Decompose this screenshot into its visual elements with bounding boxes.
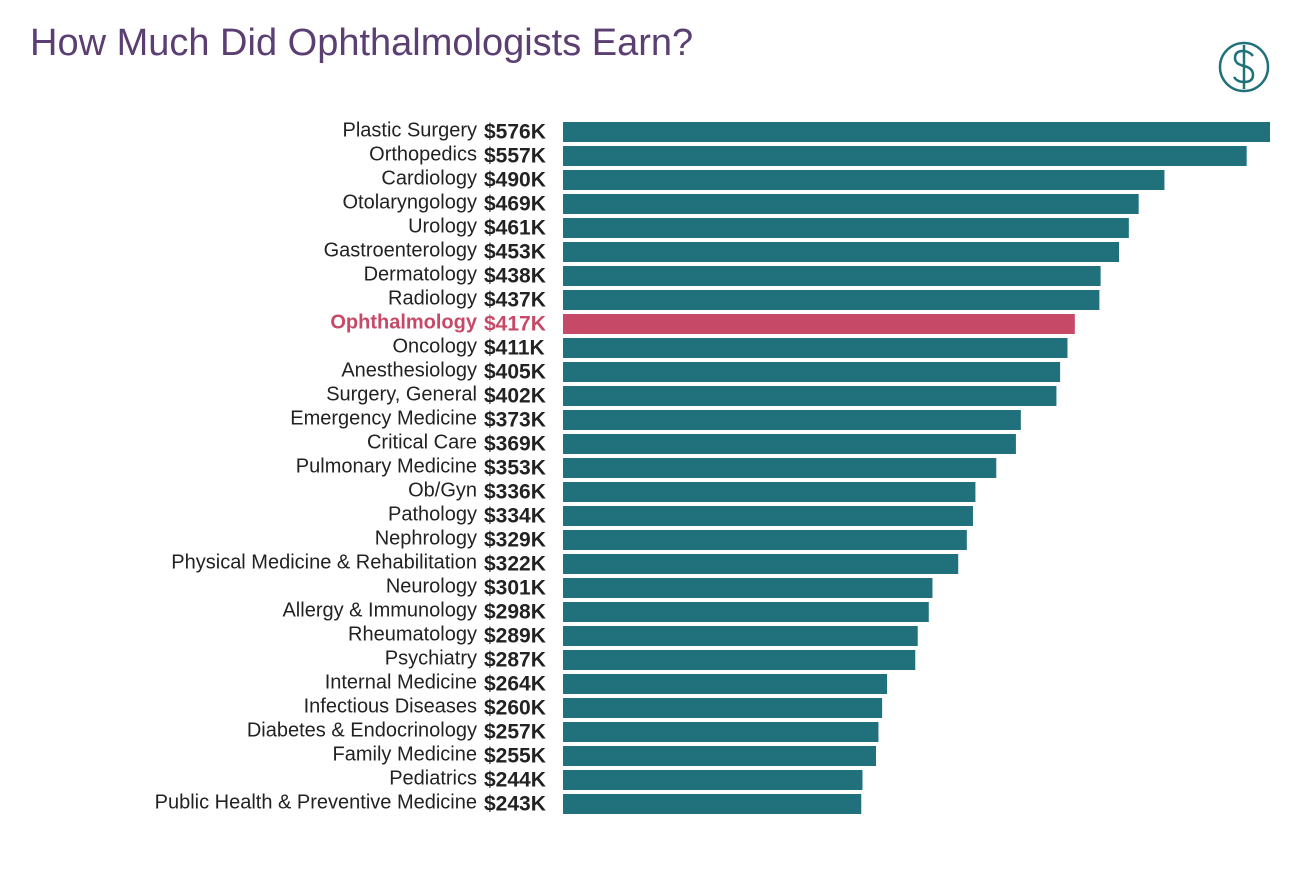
category-label: Family Medicine xyxy=(333,743,477,765)
value-label: $255K xyxy=(484,745,546,768)
category-label: Anesthesiology xyxy=(341,359,477,381)
bar xyxy=(563,626,918,646)
category-label: Diabetes & Endocrinology xyxy=(247,719,477,741)
bar xyxy=(563,602,929,622)
value-label: $411K xyxy=(484,337,545,360)
bar xyxy=(563,554,959,574)
value-label: $402K xyxy=(484,385,546,408)
bar xyxy=(563,338,1068,358)
bar xyxy=(563,674,888,694)
value-label: $373K xyxy=(484,409,546,432)
bar xyxy=(563,578,933,598)
value-label: $461K xyxy=(484,217,546,240)
value-label: $438K xyxy=(484,265,546,288)
value-label: $329K xyxy=(484,529,546,552)
value-label: $257K xyxy=(484,721,546,744)
category-label: Urology xyxy=(408,215,477,237)
value-label: $301K xyxy=(484,577,546,600)
category-label: Otolaryngology xyxy=(342,191,477,213)
category-label: Infectious Diseases xyxy=(304,695,477,717)
bar xyxy=(563,410,1021,430)
bar xyxy=(563,746,876,766)
value-label: $260K xyxy=(484,697,546,720)
value-label: $334K xyxy=(484,505,546,528)
value-label: $557K xyxy=(484,145,546,168)
category-label: Neurology xyxy=(386,575,477,597)
value-label: $576K xyxy=(484,121,546,144)
bar xyxy=(563,266,1101,286)
value-label: $417K xyxy=(484,313,546,336)
value-label: $405K xyxy=(484,361,546,384)
bar xyxy=(563,530,967,550)
value-label: $264K xyxy=(484,673,546,696)
category-label: Surgery, General xyxy=(326,383,477,405)
value-label: $437K xyxy=(484,289,546,312)
bar xyxy=(563,794,862,814)
category-label: Rheumatology xyxy=(348,623,477,645)
dollar-icon xyxy=(1218,41,1270,93)
category-label: Gastroenterology xyxy=(324,239,477,261)
category-label: Pathology xyxy=(388,503,477,525)
value-label: $336K xyxy=(484,481,546,504)
category-label: Pediatrics xyxy=(389,767,477,789)
value-label: $453K xyxy=(484,241,546,264)
category-label: Pulmonary Medicine xyxy=(296,455,477,477)
value-label: $298K xyxy=(484,601,546,624)
category-label: Allergy & Immunology xyxy=(282,599,477,621)
category-label: Plastic Surgery xyxy=(343,119,478,141)
value-label: $289K xyxy=(484,625,546,648)
bar xyxy=(563,770,863,790)
value-label: $322K xyxy=(484,553,546,576)
category-label: Ophthalmology xyxy=(330,311,478,333)
bar xyxy=(563,386,1057,406)
category-label: Ob/Gyn xyxy=(408,479,477,501)
bar xyxy=(563,290,1100,310)
category-label: Oncology xyxy=(393,335,478,357)
bar xyxy=(563,242,1120,262)
bar xyxy=(563,218,1129,238)
category-label: Emergency Medicine xyxy=(290,407,477,429)
bar xyxy=(563,122,1270,142)
bar xyxy=(563,146,1247,166)
category-label: Dermatology xyxy=(364,263,477,285)
category-label: Critical Care xyxy=(367,431,477,453)
bar xyxy=(563,434,1016,454)
value-label: $353K xyxy=(484,457,546,480)
bar xyxy=(563,170,1165,190)
value-label: $287K xyxy=(484,649,546,672)
value-label: $244K xyxy=(484,769,546,792)
bar xyxy=(563,506,973,526)
bar xyxy=(563,698,883,718)
category-label: Internal Medicine xyxy=(325,671,477,693)
value-label: $490K xyxy=(484,169,546,192)
category-label: Public Health & Preventive Medicine xyxy=(155,791,477,813)
bar xyxy=(563,314,1075,334)
category-label: Nephrology xyxy=(375,527,477,549)
category-label: Cardiology xyxy=(381,167,477,189)
category-label: Psychiatry xyxy=(385,647,477,669)
bar xyxy=(563,650,916,670)
category-label: Physical Medicine & Rehabilitation xyxy=(171,551,477,573)
value-label: $243K xyxy=(484,793,546,816)
bar xyxy=(563,362,1061,382)
value-label: $369K xyxy=(484,433,546,456)
category-label: Radiology xyxy=(388,287,477,309)
bar xyxy=(563,722,879,742)
chart-title: How Much Did Ophthalmologists Earn? xyxy=(30,22,693,64)
value-label: $469K xyxy=(484,193,546,216)
bar xyxy=(563,482,976,502)
bar xyxy=(563,194,1139,214)
category-label: Orthopedics xyxy=(369,143,477,165)
bar xyxy=(563,458,997,478)
